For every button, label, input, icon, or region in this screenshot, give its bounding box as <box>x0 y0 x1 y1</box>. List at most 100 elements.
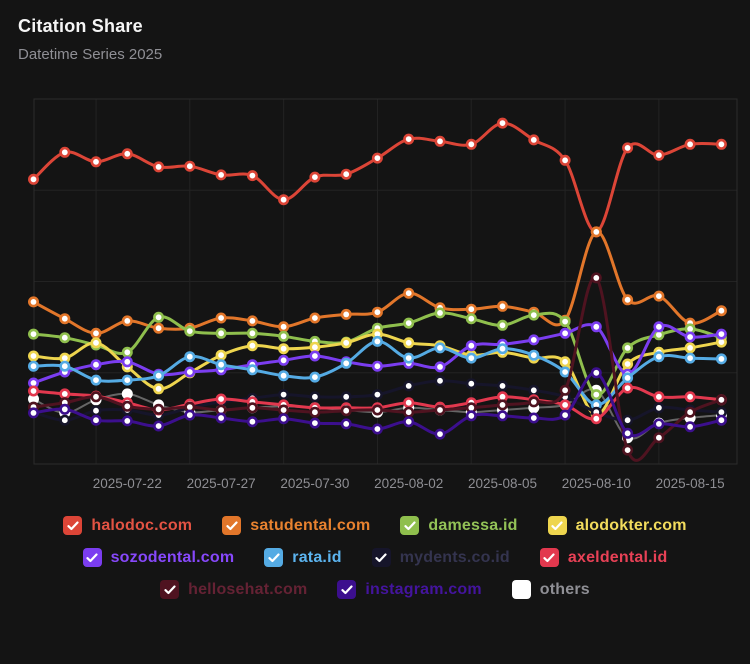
data-point-marker[interactable] <box>496 300 508 312</box>
legend-item-satudental.com[interactable]: satudental.com <box>222 516 370 535</box>
data-point-marker[interactable] <box>90 374 102 386</box>
data-point-marker[interactable] <box>684 406 696 418</box>
data-point-marker[interactable] <box>528 134 540 146</box>
data-point-marker[interactable] <box>434 307 446 319</box>
data-point-marker[interactable] <box>340 418 352 430</box>
data-point-marker[interactable] <box>278 343 290 355</box>
data-point-marker[interactable] <box>434 342 446 354</box>
data-point-marker[interactable] <box>121 148 133 160</box>
data-point-marker[interactable] <box>184 325 196 337</box>
data-point-marker[interactable] <box>559 327 571 339</box>
data-point-marker[interactable] <box>340 308 352 320</box>
data-point-marker[interactable] <box>622 358 634 370</box>
data-point-marker[interactable] <box>465 340 477 352</box>
data-point-marker[interactable] <box>246 364 258 376</box>
data-point-marker[interactable] <box>496 410 508 422</box>
data-point-marker[interactable] <box>715 394 727 406</box>
data-point-marker[interactable] <box>340 405 352 417</box>
data-point-marker[interactable] <box>246 315 258 327</box>
data-point-marker[interactable] <box>371 404 383 416</box>
data-point-marker[interactable] <box>684 421 696 433</box>
data-point-marker[interactable] <box>215 327 227 339</box>
data-point-marker[interactable] <box>496 319 508 331</box>
data-point-marker[interactable] <box>371 152 383 164</box>
data-point-marker[interactable] <box>715 414 727 426</box>
data-point-marker[interactable] <box>27 360 39 372</box>
data-point-marker[interactable] <box>465 138 477 150</box>
legend-checkbox-sozodental.com[interactable] <box>82 548 102 567</box>
data-point-marker[interactable] <box>246 402 258 414</box>
data-point-marker[interactable] <box>153 403 165 415</box>
data-point-marker[interactable] <box>403 287 415 299</box>
data-point-marker[interactable] <box>434 428 446 440</box>
data-point-marker[interactable] <box>121 374 133 386</box>
data-point-marker[interactable] <box>27 173 39 185</box>
data-point-marker[interactable] <box>496 343 508 355</box>
data-point-marker[interactable] <box>496 399 508 411</box>
data-point-marker[interactable] <box>121 415 133 427</box>
legend-checkbox-rata.id[interactable] <box>264 548 284 567</box>
data-point-marker[interactable] <box>590 389 602 401</box>
legend-item-sozodental.com[interactable]: sozodental.com <box>82 548 235 567</box>
data-point-marker[interactable] <box>403 380 415 392</box>
data-point-marker[interactable] <box>653 432 665 444</box>
data-point-marker[interactable] <box>684 352 696 364</box>
data-point-marker[interactable] <box>622 142 634 154</box>
legend-checkbox-others[interactable] <box>511 580 531 599</box>
data-point-marker[interactable] <box>278 413 290 425</box>
legend-item-mydents.co.id[interactable]: mydents.co.id <box>371 548 510 567</box>
data-point-marker[interactable] <box>278 194 290 206</box>
data-point-marker[interactable] <box>590 226 602 238</box>
data-point-marker[interactable] <box>59 313 71 325</box>
data-point-marker[interactable] <box>403 317 415 329</box>
data-point-marker[interactable] <box>309 350 321 362</box>
data-point-marker[interactable] <box>653 391 665 403</box>
data-point-marker[interactable] <box>465 378 477 390</box>
data-point-marker[interactable] <box>184 366 196 378</box>
data-point-marker[interactable] <box>403 133 415 145</box>
data-point-marker[interactable] <box>27 385 39 397</box>
data-point-marker[interactable] <box>622 382 634 394</box>
data-point-marker[interactable] <box>622 294 634 306</box>
data-point-marker[interactable] <box>246 170 258 182</box>
data-point-marker[interactable] <box>434 135 446 147</box>
data-point-marker[interactable] <box>59 332 71 344</box>
data-point-marker[interactable] <box>215 349 227 361</box>
data-point-marker[interactable] <box>715 305 727 317</box>
data-point-marker[interactable] <box>371 335 383 347</box>
legend-item-axeldental.id[interactable]: axeldental.id <box>539 548 668 567</box>
data-point-marker[interactable] <box>215 312 227 324</box>
data-point-marker[interactable] <box>684 342 696 354</box>
data-point-marker[interactable] <box>715 138 727 150</box>
data-point-marker[interactable] <box>59 360 71 372</box>
data-point-marker[interactable] <box>590 321 602 333</box>
data-point-marker[interactable] <box>684 391 696 403</box>
data-point-marker[interactable] <box>653 149 665 161</box>
data-point-marker[interactable] <box>434 375 446 387</box>
data-point-marker[interactable] <box>309 391 321 403</box>
data-point-marker[interactable] <box>653 402 665 414</box>
data-point-marker[interactable] <box>278 404 290 416</box>
data-point-marker[interactable] <box>340 391 352 403</box>
legend-item-hellosehat.com[interactable]: hellosehat.com <box>160 580 307 599</box>
data-point-marker[interactable] <box>246 340 258 352</box>
data-point-marker[interactable] <box>309 406 321 418</box>
data-point-marker[interactable] <box>90 391 102 403</box>
data-point-marker[interactable] <box>403 416 415 428</box>
data-point-marker[interactable] <box>528 309 540 321</box>
legend-checkbox-instagram.com[interactable] <box>337 580 357 599</box>
data-point-marker[interactable] <box>371 389 383 401</box>
data-point-marker[interactable] <box>215 169 227 181</box>
data-point-marker[interactable] <box>278 330 290 342</box>
data-point-marker[interactable] <box>121 315 133 327</box>
data-point-marker[interactable] <box>121 356 133 368</box>
data-point-marker[interactable] <box>559 384 571 396</box>
data-point-marker[interactable] <box>496 117 508 129</box>
data-point-marker[interactable] <box>622 414 634 426</box>
data-point-marker[interactable] <box>27 407 39 419</box>
data-point-marker[interactable] <box>590 272 602 284</box>
data-point-marker[interactable] <box>528 349 540 361</box>
data-point-marker[interactable] <box>121 346 133 358</box>
data-point-marker[interactable] <box>715 328 727 340</box>
data-point-marker[interactable] <box>184 409 196 421</box>
